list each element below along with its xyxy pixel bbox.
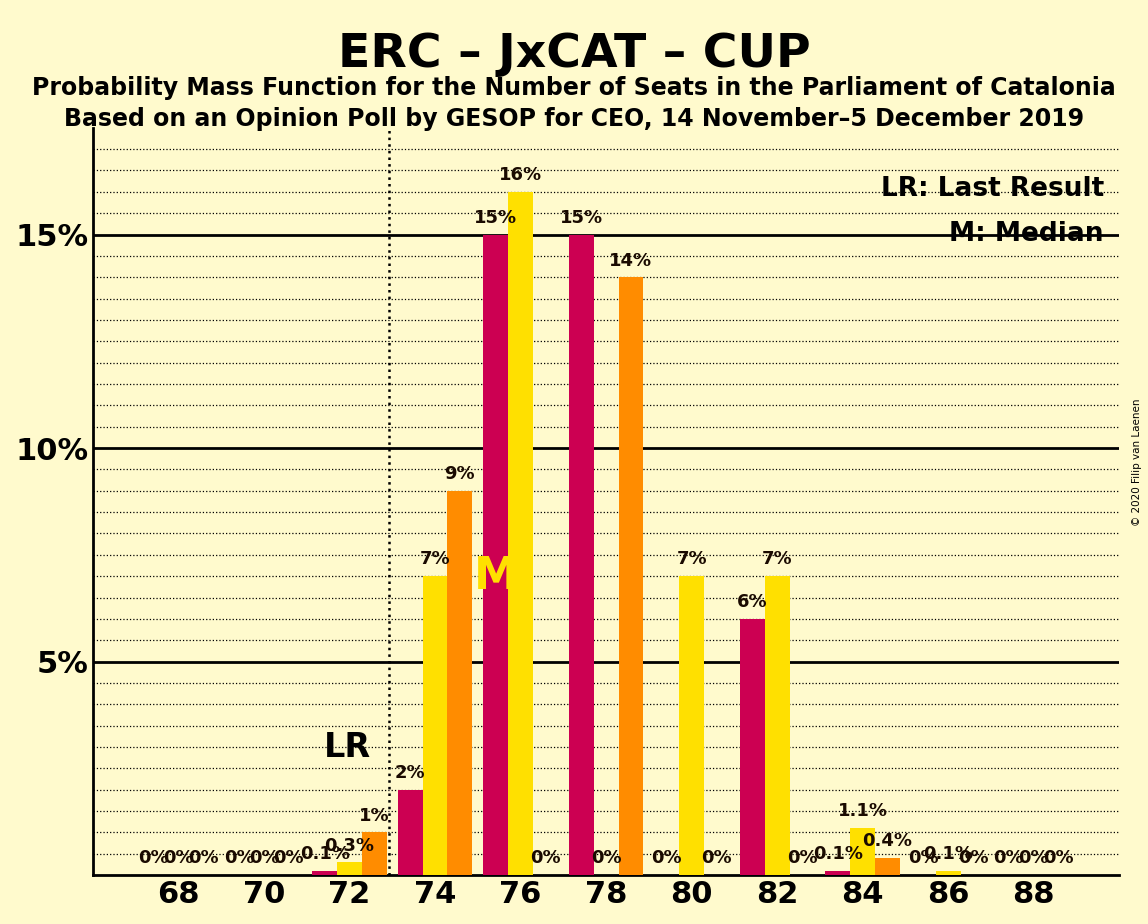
Text: 14%: 14% <box>610 251 652 270</box>
Text: 0.1%: 0.1% <box>923 845 974 863</box>
Text: 0%: 0% <box>591 849 621 868</box>
Text: LR: Last Result: LR: Last Result <box>881 176 1104 202</box>
Text: 0.4%: 0.4% <box>862 833 913 850</box>
Text: LR: LR <box>324 731 371 764</box>
Text: ERC – JxCAT – CUP: ERC – JxCAT – CUP <box>338 32 810 78</box>
Bar <box>765 577 790 875</box>
Text: 0%: 0% <box>993 849 1024 868</box>
Text: 1%: 1% <box>359 807 389 825</box>
Text: 15%: 15% <box>560 209 603 226</box>
Text: 0%: 0% <box>530 849 560 868</box>
Text: 6%: 6% <box>737 593 768 611</box>
Bar <box>825 870 851 875</box>
Text: 0%: 0% <box>273 849 304 868</box>
Bar <box>740 619 765 875</box>
Text: 0%: 0% <box>188 849 218 868</box>
Text: 0%: 0% <box>1018 849 1049 868</box>
Text: 16%: 16% <box>499 166 542 184</box>
Text: 15%: 15% <box>474 209 518 226</box>
Bar <box>362 833 387 875</box>
Bar <box>398 790 422 875</box>
Text: 9%: 9% <box>444 465 475 483</box>
Bar <box>936 870 961 875</box>
Text: M: M <box>474 554 518 598</box>
Text: 0.1%: 0.1% <box>300 845 350 863</box>
Bar <box>680 577 704 875</box>
Text: 0%: 0% <box>786 849 817 868</box>
Bar <box>483 235 509 875</box>
Text: 0%: 0% <box>957 849 988 868</box>
Bar <box>448 491 472 875</box>
Text: 1.1%: 1.1% <box>838 802 887 821</box>
Text: 7%: 7% <box>420 551 450 568</box>
Text: 0%: 0% <box>908 849 939 868</box>
Text: 0.1%: 0.1% <box>813 845 863 863</box>
Text: Probability Mass Function for the Number of Seats in the Parliament of Catalonia: Probability Mass Function for the Number… <box>32 76 1116 100</box>
Bar <box>312 870 338 875</box>
Text: M: Median: M: Median <box>949 221 1104 247</box>
Bar <box>569 235 594 875</box>
Text: 0%: 0% <box>163 849 194 868</box>
Text: 2%: 2% <box>395 764 426 782</box>
Text: © 2020 Filip van Laenen: © 2020 Filip van Laenen <box>1132 398 1141 526</box>
Bar <box>851 828 875 875</box>
Text: 0.3%: 0.3% <box>325 836 374 855</box>
Bar <box>422 577 448 875</box>
Text: 7%: 7% <box>676 551 707 568</box>
Text: 7%: 7% <box>762 551 792 568</box>
Bar <box>509 192 533 875</box>
Bar <box>338 862 362 875</box>
Text: 0%: 0% <box>139 849 169 868</box>
Text: Based on an Opinion Poll by GESOP for CEO, 14 November–5 December 2019: Based on an Opinion Poll by GESOP for CE… <box>64 107 1084 131</box>
Text: 0%: 0% <box>1044 849 1073 868</box>
Text: 0%: 0% <box>701 849 731 868</box>
Text: 0%: 0% <box>249 849 279 868</box>
Bar <box>875 858 900 875</box>
Bar <box>619 277 643 875</box>
Text: 0%: 0% <box>652 849 682 868</box>
Text: 0%: 0% <box>224 849 255 868</box>
